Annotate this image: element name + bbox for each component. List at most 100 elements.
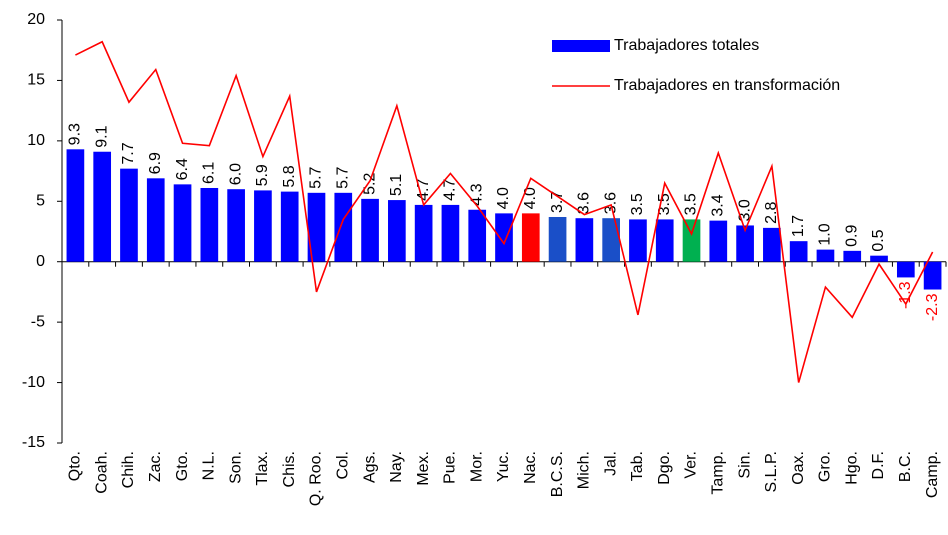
bar <box>280 191 299 262</box>
value-label: 5.9 <box>254 164 271 186</box>
x-tick-label: Ver. <box>683 451 700 479</box>
bar <box>655 219 674 262</box>
bar <box>254 190 272 262</box>
x-tick-label: Mich. <box>576 451 593 489</box>
x-tick-label: Son. <box>227 451 244 484</box>
x-tick-label: Chis. <box>281 451 298 487</box>
x-tick-label: Nac. <box>522 451 539 484</box>
value-label: 5.7 <box>334 166 351 188</box>
value-label: -2.3 <box>924 293 941 321</box>
y-tick-label: -15 <box>22 434 45 451</box>
value-label: 4.0 <box>522 187 539 209</box>
value-label: 1.0 <box>817 223 834 245</box>
value-label: 3.5 <box>683 193 700 215</box>
value-label: 4.7 <box>442 179 459 201</box>
x-tick-label: Gto. <box>174 451 191 481</box>
value-label: 5.1 <box>388 174 405 196</box>
x-tick-label: Mor. <box>468 451 485 482</box>
x-tick-label: Sin. <box>736 451 753 479</box>
bar <box>548 216 567 262</box>
x-tick-label: Tab. <box>629 451 646 481</box>
value-label: 0.9 <box>843 224 860 246</box>
value-label: 4.0 <box>495 187 512 209</box>
bar <box>227 189 245 262</box>
bar <box>200 187 219 262</box>
value-label: 6.9 <box>147 152 164 174</box>
value-label: 9.3 <box>67 123 84 145</box>
x-tick-label: Ags. <box>361 451 378 483</box>
bar <box>441 204 460 262</box>
x-tick-label: B.C.S. <box>549 451 566 497</box>
value-label: 9.1 <box>93 125 110 147</box>
value-label: -1.3 <box>897 281 914 309</box>
x-tick-label: Mex. <box>415 451 432 486</box>
bar <box>923 261 942 290</box>
x-tick-label: Gro. <box>817 451 834 482</box>
bar <box>896 261 915 278</box>
x-tick-label: Oax. <box>790 451 807 485</box>
value-label: 6.1 <box>201 162 218 184</box>
x-tick-label: Qto. <box>67 451 84 481</box>
bar <box>575 218 594 262</box>
value-label: 2.8 <box>763 202 780 224</box>
bar <box>120 168 138 262</box>
bar <box>816 249 835 262</box>
x-tick-label: Tlax. <box>254 451 271 486</box>
bar <box>709 220 728 262</box>
bar <box>521 213 540 262</box>
bar <box>361 198 379 262</box>
x-tick-label: Tamp. <box>710 451 727 495</box>
value-label: 5.7 <box>308 166 325 188</box>
value-label: 3.4 <box>710 194 727 216</box>
x-tick-label: D.F. <box>870 451 887 479</box>
legend-label: Trabajadores totales <box>614 37 759 54</box>
bar <box>602 218 620 262</box>
value-label: 6.0 <box>227 163 244 185</box>
bar <box>93 151 112 262</box>
x-tick-label: Q. Roo. <box>308 451 325 506</box>
bar <box>388 200 406 262</box>
bar <box>307 192 326 262</box>
bar <box>629 219 647 262</box>
bar <box>468 209 487 262</box>
bar <box>146 178 165 262</box>
y-tick-label: 15 <box>27 72 45 89</box>
value-label: 1.7 <box>790 215 807 237</box>
x-tick-label: Col. <box>334 451 351 479</box>
x-tick-label: Chih. <box>120 451 137 488</box>
value-label: 6.4 <box>174 158 191 180</box>
y-tick-label: 10 <box>27 132 45 149</box>
value-label: 4.3 <box>468 183 485 205</box>
line <box>75 40 934 383</box>
x-tick-label: Zac. <box>147 451 164 482</box>
bar <box>763 227 781 262</box>
bar <box>414 204 433 262</box>
x-tick-label: Dgo. <box>656 451 673 485</box>
value-label: 5.8 <box>281 165 298 187</box>
x-tick-label: Pue. <box>442 451 459 484</box>
bar <box>789 241 808 262</box>
bar <box>495 213 513 262</box>
legend-swatch <box>552 40 610 52</box>
value-label: 3.6 <box>576 192 593 214</box>
value-label: 4.7 <box>415 179 432 201</box>
value-label: 3.5 <box>629 193 646 215</box>
x-tick-label: Yuc. <box>495 451 512 482</box>
x-tick-label: Nay. <box>388 451 405 483</box>
x-tick-label: Coah. <box>93 451 110 494</box>
legend-label: Trabajadores en transformación <box>614 77 840 94</box>
value-label: 7.7 <box>120 142 137 164</box>
bar <box>334 192 353 262</box>
x-tick-label: Camp. <box>924 451 941 498</box>
bar <box>173 184 192 262</box>
y-tick-label: 0 <box>36 253 45 270</box>
value-label: 3.6 <box>602 192 619 214</box>
value-label: 0.5 <box>870 229 887 251</box>
y-tick-label: 5 <box>36 193 45 210</box>
bar <box>843 250 862 262</box>
y-tick-label: -10 <box>22 374 45 391</box>
value-label: 5.2 <box>361 173 378 195</box>
value-label: 3.7 <box>549 191 566 213</box>
